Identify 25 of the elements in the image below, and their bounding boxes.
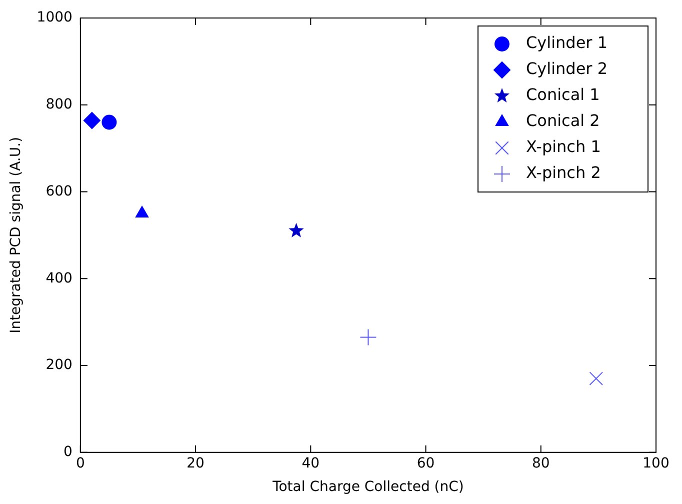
y-axis-title: Integrated PCD signal (A.U.) bbox=[8, 136, 24, 334]
point bbox=[83, 112, 100, 130]
point bbox=[589, 372, 604, 386]
y-tick-label: 400 bbox=[46, 270, 72, 286]
y-tick-label: 600 bbox=[46, 183, 72, 200]
point bbox=[102, 114, 117, 130]
legend-label: Conical 2 bbox=[526, 111, 600, 130]
x-tick-label: 0 bbox=[76, 455, 85, 472]
x-tick-label: 40 bbox=[302, 455, 320, 472]
legend-label: Conical 1 bbox=[526, 85, 600, 104]
y-tick-label: 200 bbox=[46, 357, 72, 374]
point bbox=[360, 328, 377, 346]
x-tick-label: 20 bbox=[186, 455, 204, 472]
point bbox=[288, 222, 304, 238]
legend-label: Cylinder 2 bbox=[526, 59, 608, 78]
x-axis-title: Total Charge Collected (nC) bbox=[272, 479, 464, 496]
y-tick-label: 800 bbox=[46, 96, 72, 113]
legend-label: Cylinder 1 bbox=[526, 33, 608, 52]
y-tick-label: 1000 bbox=[36, 10, 72, 26]
x-tick-label: 80 bbox=[532, 455, 550, 472]
legend-label: X-pinch 2 bbox=[526, 163, 601, 182]
legend-label: X-pinch 1 bbox=[526, 137, 601, 156]
x-tick-label: 60 bbox=[416, 455, 435, 472]
y-tick-label: 0 bbox=[64, 444, 72, 460]
x-tick-label: 100 bbox=[642, 455, 670, 472]
